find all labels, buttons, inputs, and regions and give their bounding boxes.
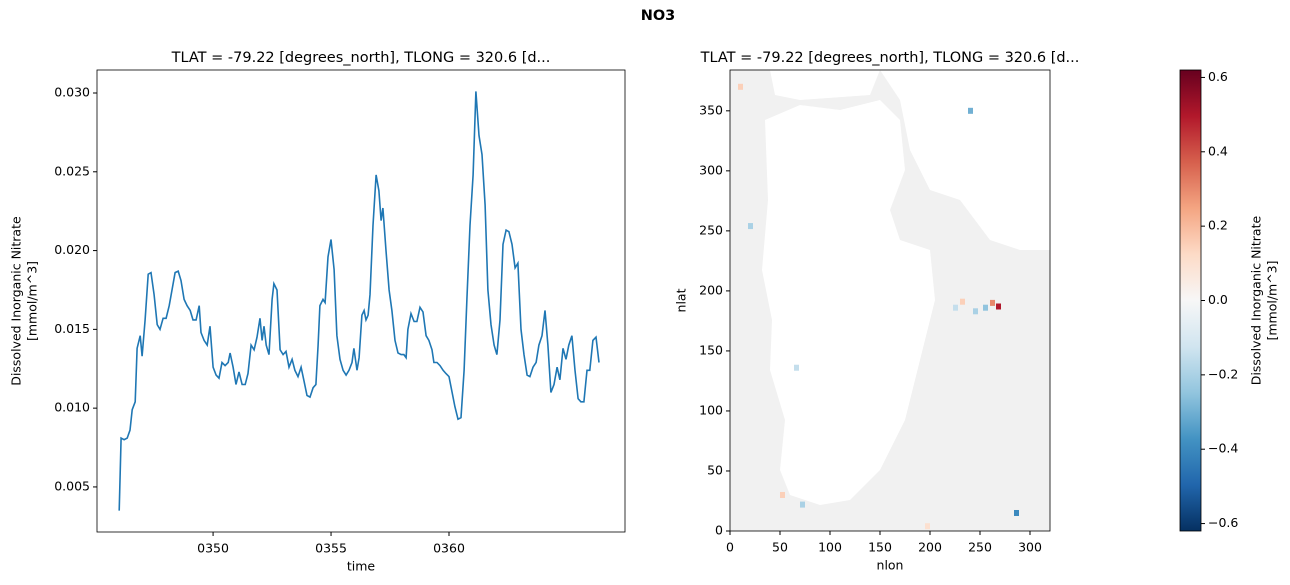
x-axis-label: time xyxy=(347,559,376,574)
x-tick-label: 100 xyxy=(818,540,842,555)
land xyxy=(770,70,880,100)
figure-title: NO3 xyxy=(641,8,676,24)
colorbar-tick-label: −0.4 xyxy=(1208,441,1238,456)
heatmap-cell xyxy=(780,491,785,498)
map-base xyxy=(730,70,1050,531)
heatmap-cell xyxy=(996,303,1001,310)
x-tick-label: 150 xyxy=(868,540,892,555)
colorbar-label: [mmol/m^3] xyxy=(1265,260,1280,340)
colorbar-tick-label: 0.4 xyxy=(1208,143,1228,158)
y-tick-label: 0.010 xyxy=(54,400,90,415)
axis-title: TLAT = -79.22 [degrees_north], TLONG = 3… xyxy=(171,50,551,66)
heatmap-cell xyxy=(960,298,965,305)
x-tick-label: 200 xyxy=(918,540,942,555)
heatmap-cell xyxy=(973,308,978,315)
heatmap-cell xyxy=(748,223,753,230)
axis-title: TLAT = -79.22 [degrees_north], TLONG = 3… xyxy=(700,50,1080,66)
x-tick-label: 0350 xyxy=(197,541,229,556)
y-tick-label: 350 xyxy=(699,102,723,117)
colorbar-tick-label: −0.2 xyxy=(1208,366,1238,381)
colorbar-tick-label: 0.6 xyxy=(1208,69,1228,84)
plot-frame xyxy=(729,69,1051,532)
colorbar-tick-label: −0.6 xyxy=(1208,515,1238,530)
y-tick-label: 100 xyxy=(699,402,723,417)
colorbar-label: Dissolved Inorganic Nitrate xyxy=(1249,216,1264,386)
y-tick-label: 200 xyxy=(699,282,723,297)
y-tick-label: 0.005 xyxy=(54,478,90,493)
y-axis-label: [mmol/m^3] xyxy=(25,261,40,341)
colorbar xyxy=(1179,69,1202,532)
heatmap-cell xyxy=(794,364,799,371)
colorbar-tick-label: 0.0 xyxy=(1208,292,1228,307)
x-tick-label: 300 xyxy=(1018,540,1042,555)
x-tick-label: 50 xyxy=(772,540,788,555)
y-tick-label: 0.020 xyxy=(54,242,90,257)
heatmap-cell xyxy=(1014,509,1019,516)
y-tick-label: 50 xyxy=(707,462,723,477)
colorbar-tick-label: 0.2 xyxy=(1208,218,1228,233)
y-tick-label: 0 xyxy=(715,523,723,538)
heatmap-cell xyxy=(968,107,973,114)
x-axis-label: nlon xyxy=(877,558,904,573)
y-tick-label: 300 xyxy=(699,162,723,177)
x-tick-label: 0360 xyxy=(433,541,465,556)
y-axis-label: nlat xyxy=(674,288,689,312)
y-tick-label: 0.025 xyxy=(54,163,90,178)
y-tick-label: 0.015 xyxy=(54,321,90,336)
heatmap-cell xyxy=(953,304,958,311)
y-tick-label: 0.030 xyxy=(54,85,90,100)
heatmap-cell xyxy=(990,299,995,306)
heatmap-cell xyxy=(800,501,805,508)
land xyxy=(880,70,1050,250)
x-tick-label: 0355 xyxy=(315,541,347,556)
y-tick-label: 150 xyxy=(699,342,723,357)
y-axis-label: Dissolved Inorganic Nitrate xyxy=(9,216,24,386)
heatmap-cell xyxy=(925,523,930,530)
data-line xyxy=(118,91,600,511)
land xyxy=(762,100,935,505)
x-tick-label: 250 xyxy=(968,540,992,555)
heatmap-cell xyxy=(738,83,743,90)
y-tick-label: 250 xyxy=(699,222,723,237)
x-tick-label: 0 xyxy=(726,540,734,555)
heatmap-cell xyxy=(983,304,988,311)
plot-frame xyxy=(96,69,626,533)
